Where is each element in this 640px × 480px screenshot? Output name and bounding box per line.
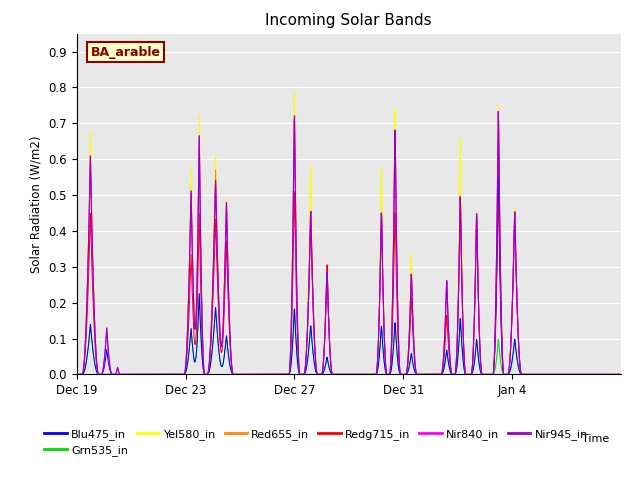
Blu475_in bbox=[73, 372, 81, 377]
Redg715_in bbox=[323, 262, 331, 268]
Yel580_in bbox=[617, 372, 625, 377]
Line: Yel580_in: Yel580_in bbox=[77, 92, 621, 374]
Redg715_in bbox=[338, 372, 346, 377]
Blu475_in bbox=[502, 372, 509, 377]
Nir945_in bbox=[323, 270, 331, 276]
Y-axis label: Solar Radiation (W/m2): Solar Radiation (W/m2) bbox=[30, 135, 43, 273]
Blu475_in bbox=[495, 161, 502, 167]
Title: Incoming Solar Bands: Incoming Solar Bands bbox=[266, 13, 432, 28]
Line: Blu475_in: Blu475_in bbox=[77, 164, 621, 374]
Nir840_in bbox=[601, 372, 609, 377]
Grn535_in bbox=[502, 372, 509, 377]
Yel580_in bbox=[602, 372, 609, 377]
Redg715_in bbox=[502, 372, 509, 377]
Legend: Blu475_in, Grn535_in, Yel580_in, Red655_in, Redg715_in, Nir840_in, Nir945_in: Blu475_in, Grn535_in, Yel580_in, Red655_… bbox=[40, 424, 593, 460]
Red655_in bbox=[323, 270, 331, 276]
Nir945_in bbox=[502, 372, 509, 377]
Blu475_in bbox=[337, 372, 345, 377]
Nir840_in bbox=[100, 355, 108, 360]
Nir840_in bbox=[602, 372, 609, 377]
Yel580_in bbox=[601, 372, 609, 377]
Redg715_in bbox=[601, 372, 609, 377]
Red655_in bbox=[617, 372, 625, 377]
Yel580_in bbox=[291, 89, 298, 95]
Blu475_in bbox=[601, 372, 609, 377]
Nir840_in bbox=[337, 372, 345, 377]
Red655_in bbox=[337, 372, 345, 377]
Grn535_in bbox=[602, 372, 609, 377]
Nir840_in bbox=[495, 108, 502, 114]
Redg715_in bbox=[602, 372, 609, 377]
Grn535_in bbox=[617, 372, 625, 377]
Blu475_in bbox=[617, 372, 625, 377]
Red655_in bbox=[495, 108, 502, 114]
Grn535_in bbox=[338, 372, 346, 377]
Yel580_in bbox=[100, 355, 108, 360]
Blu475_in bbox=[602, 372, 609, 377]
Line: Grn535_in: Grn535_in bbox=[77, 294, 621, 374]
Line: Redg715_in: Redg715_in bbox=[77, 192, 621, 374]
Nir945_in bbox=[337, 372, 345, 377]
Nir945_in bbox=[495, 108, 502, 114]
Grn535_in bbox=[100, 372, 108, 377]
Grn535_in bbox=[323, 354, 331, 360]
Blu475_in bbox=[100, 362, 108, 368]
Red655_in bbox=[73, 372, 81, 377]
Nir945_in bbox=[601, 372, 609, 377]
Redg715_in bbox=[73, 372, 81, 377]
Line: Red655_in: Red655_in bbox=[77, 111, 621, 374]
Red655_in bbox=[100, 372, 108, 377]
Redg715_in bbox=[617, 372, 625, 377]
Yel580_in bbox=[338, 372, 346, 377]
Redg715_in bbox=[100, 372, 108, 377]
Text: BA_arable: BA_arable bbox=[90, 46, 161, 59]
Text: Time: Time bbox=[582, 434, 610, 444]
Red655_in bbox=[502, 372, 509, 377]
Nir840_in bbox=[73, 372, 81, 377]
Yel580_in bbox=[502, 372, 509, 377]
Grn535_in bbox=[73, 372, 81, 377]
Yel580_in bbox=[73, 372, 81, 377]
Grn535_in bbox=[195, 291, 203, 297]
Line: Nir840_in: Nir840_in bbox=[77, 111, 621, 374]
Nir945_in bbox=[602, 372, 609, 377]
Nir945_in bbox=[73, 372, 81, 377]
Nir945_in bbox=[617, 372, 625, 377]
Blu475_in bbox=[323, 355, 331, 360]
Nir945_in bbox=[100, 355, 108, 360]
Red655_in bbox=[601, 372, 609, 377]
Yel580_in bbox=[323, 262, 331, 268]
Nir840_in bbox=[323, 270, 331, 276]
Nir840_in bbox=[617, 372, 625, 377]
Nir840_in bbox=[502, 372, 509, 377]
Redg715_in bbox=[291, 189, 298, 195]
Red655_in bbox=[602, 372, 609, 377]
Line: Nir945_in: Nir945_in bbox=[77, 111, 621, 374]
Grn535_in bbox=[601, 372, 609, 377]
